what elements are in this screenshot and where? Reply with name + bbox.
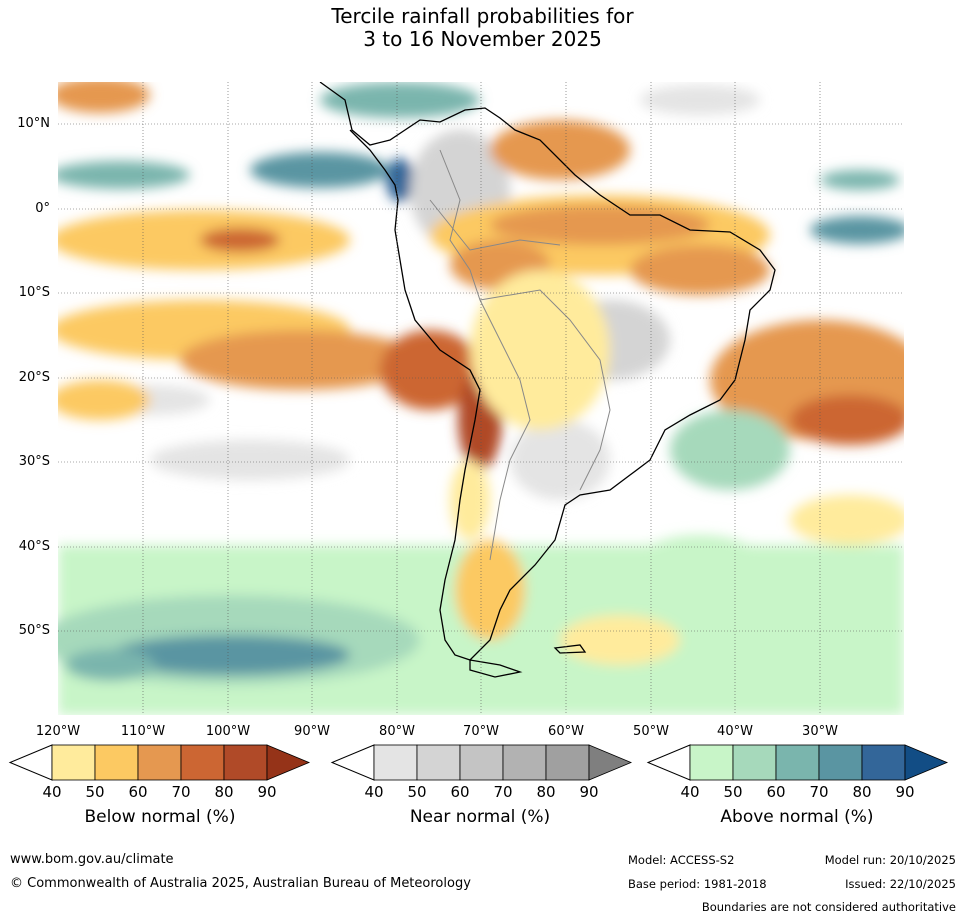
colorbar-above-tick: 40 — [680, 783, 700, 801]
colorbar-title-below: Below normal (%) — [84, 807, 236, 827]
lat-label-40s: 40°S — [18, 539, 50, 554]
colorbar-near-segment — [502, 744, 547, 781]
colorbar-above-segment — [689, 744, 734, 781]
lat-label-10s: 10°S — [18, 285, 50, 300]
footer-model-run: Model run: 20/10/2025 — [824, 853, 956, 867]
colorbar-below-segment — [51, 744, 96, 781]
footer-model: Model: ACCESS-S2 — [628, 853, 735, 867]
colorbar-below-segment — [223, 744, 268, 781]
colorbar-near-segment — [373, 744, 418, 781]
colorbar-near-segment — [416, 744, 461, 781]
colorbar-title-above: Above normal (%) — [720, 807, 874, 827]
colorbar-near-low-arrow — [330, 744, 375, 781]
colorbar-above-high-arrow — [904, 744, 949, 781]
lon-label-120w: 120°W — [35, 724, 81, 739]
colorbar-below-high-arrow — [266, 744, 311, 781]
colorbar-near-tick: 60 — [450, 783, 470, 801]
coastlines — [319, 82, 776, 678]
lon-label-110w: 110°W — [120, 724, 166, 739]
colorbar-above-tick: 70 — [809, 783, 829, 801]
colorbar-below-segment — [180, 744, 225, 781]
colorbar-near-high-arrow — [588, 744, 633, 781]
colorbar-below-segment — [137, 744, 182, 781]
colorbar-title-near: Near normal (%) — [409, 807, 551, 827]
colorbar-below-tick: 90 — [257, 783, 277, 801]
lon-label-60w: 60°W — [548, 724, 584, 739]
graticule — [58, 82, 904, 715]
probability-field — [58, 82, 904, 715]
colorbar-above-low-arrow — [646, 744, 691, 781]
colorbar-below-low-arrow — [8, 744, 53, 781]
colorbar-below-tick: 80 — [214, 783, 234, 801]
lat-label-50s: 50°S — [18, 623, 50, 638]
lat-label-20s: 20°S — [18, 370, 50, 385]
colorbar-above-segment — [818, 744, 863, 781]
lon-label-50w: 50°W — [633, 724, 669, 739]
footer-base-period: Base period: 1981-2018 — [628, 877, 767, 891]
colorbar-above-tick: 60 — [766, 783, 786, 801]
lon-label-30w: 30°W — [802, 724, 838, 739]
footer-website[interactable]: www.bom.gov.au/climate — [10, 852, 174, 867]
footer-disclaimer: Boundaries are not considered authoritat… — [701, 900, 956, 914]
colorbar-above-tick: 50 — [723, 783, 743, 801]
colorbar-above-segment — [861, 744, 906, 781]
colorbar-near-tick: 70 — [493, 783, 513, 801]
country-borders — [429, 149, 611, 561]
colorbar-near-tick: 40 — [364, 783, 384, 801]
colorbar-near-segment — [545, 744, 590, 781]
colorbar-near-tick: 50 — [407, 783, 427, 801]
colorbar-near-tick: 90 — [579, 783, 599, 801]
colorbar-above-tick: 90 — [895, 783, 915, 801]
lon-label-100w: 100°W — [205, 724, 251, 739]
footer-issued: Issued: 22/10/2025 — [845, 877, 956, 891]
footer-copyright: © Commonwealth of Australia 2025, Austra… — [10, 876, 471, 891]
colorbar-below-tick: 40 — [42, 783, 62, 801]
colorbar-near-segment — [459, 744, 504, 781]
colorbar-below-tick: 70 — [171, 783, 191, 801]
title-line-1: Tercile rainfall probabilities for — [331, 4, 634, 28]
lat-label-30s: 30°S — [18, 454, 50, 469]
lon-label-90w: 90°W — [294, 724, 330, 739]
lon-label-70w: 70°W — [463, 724, 499, 739]
colorbar-below-segment — [94, 744, 139, 781]
lat-label-10n: 10°N — [17, 116, 50, 131]
title-line-2: 3 to 16 November 2025 — [363, 27, 602, 51]
colorbar-above-tick: 80 — [852, 783, 872, 801]
lon-label-80w: 80°W — [379, 724, 415, 739]
colorbar-above-segment — [732, 744, 777, 781]
colorbars — [8, 744, 949, 781]
colorbar-below-tick: 50 — [85, 783, 105, 801]
colorbar-above-segment — [775, 744, 820, 781]
colorbar-below-tick: 60 — [128, 783, 148, 801]
lon-label-40w: 40°W — [717, 724, 753, 739]
lat-label-0: 0° — [35, 201, 50, 216]
colorbar-near-tick: 80 — [536, 783, 556, 801]
